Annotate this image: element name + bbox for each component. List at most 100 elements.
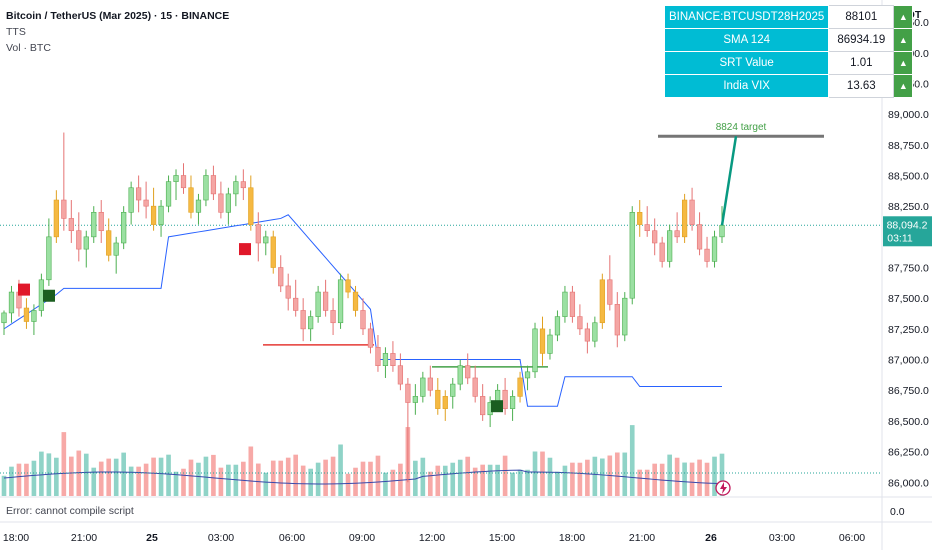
price-tick-label: 87,750.0 [888, 263, 929, 275]
sell-signal-marker [18, 283, 30, 296]
volume-bar [83, 453, 89, 496]
candle-body [98, 211, 104, 232]
volume-bar [315, 462, 321, 496]
candle-body [435, 389, 441, 409]
candle-body [188, 187, 194, 213]
up-arrow-icon: ▲ [893, 5, 914, 29]
volume-bar [465, 456, 471, 496]
candle-body [203, 175, 209, 201]
volume-bar [300, 465, 306, 496]
volume-bar [181, 468, 186, 496]
time-tick-label: 25 [146, 532, 158, 544]
info-row-symbol: BINANCE:BTCUSDT28H2025 88101 ▲ [663, 5, 914, 29]
time-tick-label: 26 [705, 532, 717, 544]
candle-body [330, 310, 336, 324]
info-label: BINANCE:BTCUSDT28H2025 [663, 5, 830, 29]
volume-bar [323, 459, 328, 496]
candle-body [150, 205, 157, 225]
volume-bar [330, 456, 336, 496]
candle-body [547, 334, 553, 354]
candle-body [367, 328, 374, 348]
candle-body [599, 279, 605, 324]
info-label: SRT Value [663, 51, 830, 75]
volume-bar [644, 469, 650, 496]
volume-bar [502, 455, 508, 496]
candle-body [225, 193, 231, 213]
volume-bar [285, 457, 291, 496]
time-tick-label: 21:00 [71, 532, 97, 544]
volume-bar [226, 464, 231, 496]
info-row-sma: SMA 124 86934.19 ▲ [663, 28, 914, 52]
candle-body [405, 383, 411, 403]
candle-body [61, 199, 67, 219]
candle-body [248, 187, 254, 225]
volume-bar [360, 461, 366, 496]
volume-bar [345, 473, 351, 496]
volume-bar [510, 472, 515, 496]
candle-body [1, 312, 7, 324]
info-value: 88101 [828, 5, 895, 29]
time-tick-label: 06:00 [279, 532, 305, 544]
candle-body [143, 199, 149, 207]
volume-bar [600, 458, 605, 496]
price-tick-label: 89,000.0 [888, 109, 929, 121]
time-tick-label: 21:00 [629, 532, 655, 544]
volume-bar [54, 457, 59, 496]
volume-bar [218, 467, 224, 496]
volume-bar [16, 463, 22, 496]
candle-body [31, 310, 37, 322]
candle-body [390, 353, 396, 366]
volume-bar [241, 461, 246, 496]
candle-body [427, 377, 433, 391]
volume-bar [270, 460, 276, 496]
candle-body [46, 236, 52, 281]
chart-legend: Bitcoin / TetherUS (Mar 2025) · 15 · BIN… [6, 8, 229, 56]
volume-bar [682, 462, 687, 496]
time-tick-label: 18:00 [559, 532, 585, 544]
candle-body [128, 187, 134, 213]
volume-axis-label: 0.0 [890, 506, 905, 518]
candle-body [592, 322, 598, 342]
candle-body [397, 365, 404, 385]
candle-body [689, 199, 695, 225]
candle-body [659, 242, 665, 262]
volume-bar [368, 461, 373, 496]
volume-bar [413, 460, 418, 496]
symbol-title[interactable]: Bitcoin / TetherUS (Mar 2025) · 15 · BIN… [6, 10, 230, 22]
candle-body [412, 396, 418, 403]
price-tick-label: 88,750.0 [888, 140, 929, 152]
volume-bar [68, 456, 74, 496]
volume-bar [532, 451, 538, 496]
volume-bar [570, 462, 575, 496]
price-tick-label: 87,500.0 [888, 293, 929, 305]
volume-bar [188, 459, 194, 496]
candle-body [696, 224, 703, 250]
candle-body [502, 389, 508, 409]
candle-body [629, 211, 635, 299]
volume-bar [293, 454, 299, 496]
volume-bar [614, 452, 620, 496]
lightning-bolt-glyph [720, 482, 727, 494]
time-tick-label: 12:00 [419, 532, 445, 544]
volume-bar [577, 462, 583, 496]
candle-body [8, 291, 15, 314]
volume-bar [622, 452, 628, 496]
time-tick-label: 06:00 [839, 532, 865, 544]
info-label: India VIX [663, 74, 830, 98]
volume-bar [562, 465, 568, 496]
candle-body [308, 316, 314, 330]
candle-body [76, 230, 82, 250]
bar-countdown-label: 03:11 [887, 232, 913, 244]
indicator-tts-label[interactable]: TTS [6, 26, 26, 38]
time-tick-label: 15:00 [489, 532, 515, 544]
candle-body [91, 211, 97, 238]
volume-bar [697, 459, 702, 496]
info-row-vix: India VIX 13.63 ▲ [663, 74, 914, 98]
volume-bar [9, 466, 14, 496]
volume-bar [472, 467, 478, 496]
volume-bar [495, 464, 500, 496]
indicator-volume-label[interactable]: Vol · BTC [6, 42, 51, 54]
volume-bar [233, 464, 239, 496]
volume-bar [450, 462, 456, 496]
